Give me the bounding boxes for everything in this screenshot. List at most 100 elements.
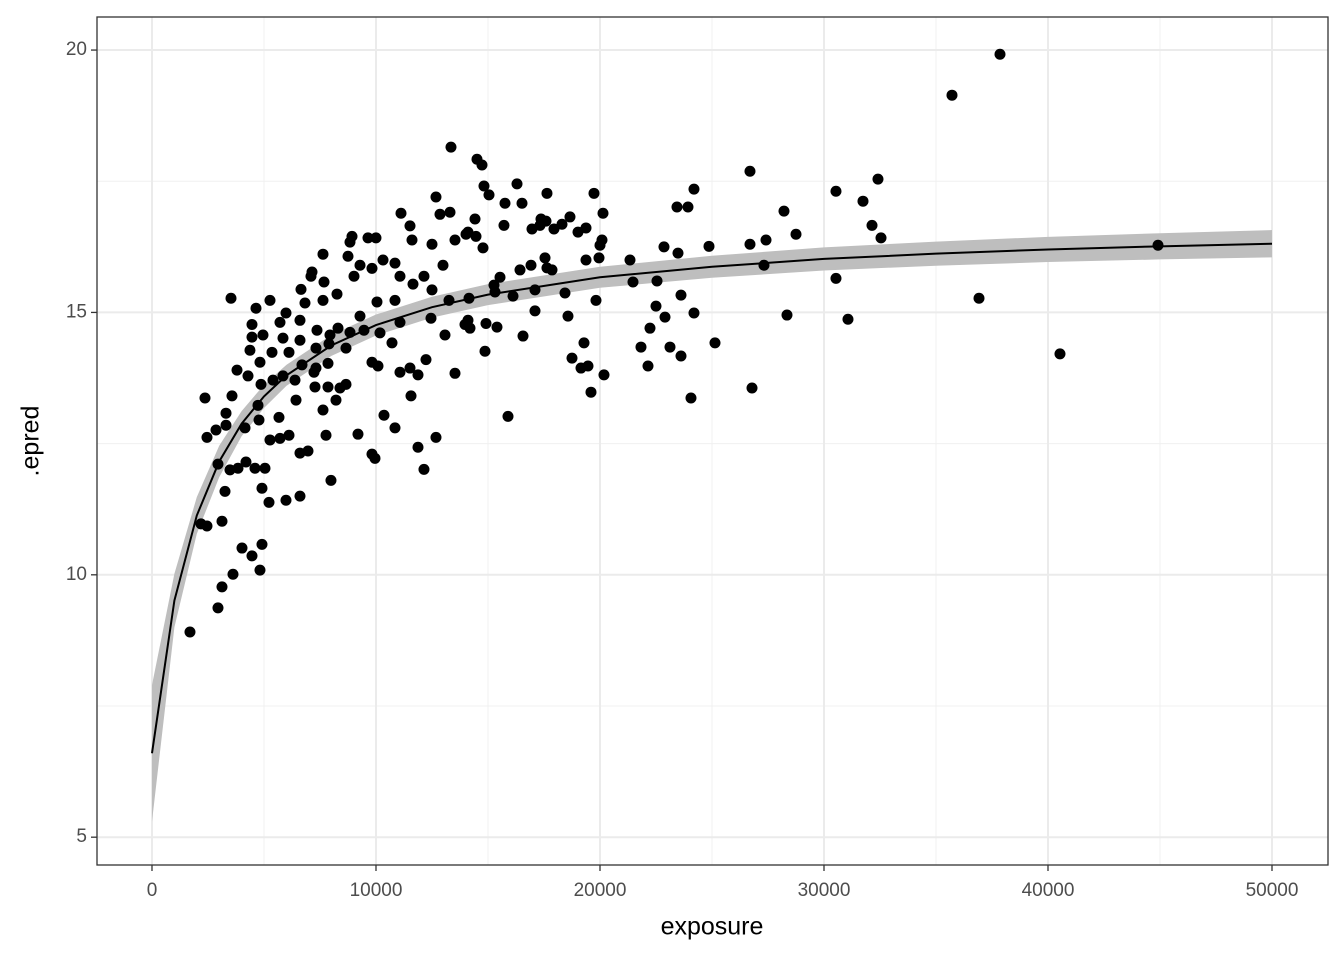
point bbox=[274, 432, 286, 444]
point bbox=[650, 300, 662, 312]
point bbox=[239, 422, 251, 434]
point bbox=[642, 360, 654, 372]
point bbox=[479, 345, 491, 357]
point bbox=[973, 292, 985, 304]
point bbox=[477, 242, 489, 254]
point bbox=[875, 232, 887, 244]
point bbox=[358, 324, 370, 336]
point bbox=[675, 289, 687, 301]
point bbox=[529, 284, 541, 296]
point bbox=[264, 434, 276, 446]
point bbox=[498, 219, 510, 231]
point bbox=[283, 346, 295, 358]
point bbox=[342, 250, 354, 262]
point bbox=[511, 178, 523, 190]
point bbox=[246, 550, 258, 562]
point bbox=[289, 374, 301, 386]
y-axis-title: .epred bbox=[17, 406, 45, 477]
x-tick-label: 50000 bbox=[1246, 880, 1299, 901]
x-tick-label: 30000 bbox=[798, 880, 851, 901]
point bbox=[664, 341, 676, 353]
point bbox=[682, 201, 694, 213]
point bbox=[564, 211, 576, 223]
point bbox=[274, 316, 286, 328]
point bbox=[566, 352, 578, 364]
point bbox=[220, 407, 232, 419]
point bbox=[255, 378, 267, 390]
point bbox=[644, 322, 656, 334]
point bbox=[394, 366, 406, 378]
point bbox=[240, 456, 252, 468]
point bbox=[377, 254, 389, 266]
point bbox=[346, 230, 358, 242]
point bbox=[212, 458, 224, 470]
point bbox=[598, 369, 610, 381]
x-tick-label: 0 bbox=[147, 880, 158, 901]
point bbox=[340, 378, 352, 390]
point bbox=[225, 292, 237, 304]
point bbox=[857, 195, 869, 207]
x-axis-title: exposure bbox=[661, 913, 764, 941]
point bbox=[277, 370, 289, 382]
point bbox=[352, 428, 364, 440]
point bbox=[366, 448, 378, 460]
point bbox=[322, 357, 334, 369]
point bbox=[790, 228, 802, 240]
point bbox=[578, 337, 590, 349]
point bbox=[331, 288, 343, 300]
point bbox=[294, 490, 306, 502]
point bbox=[425, 312, 437, 324]
point bbox=[220, 419, 232, 431]
point bbox=[541, 187, 553, 199]
point bbox=[283, 429, 295, 441]
point bbox=[280, 494, 292, 506]
panel-background bbox=[97, 17, 1328, 865]
point bbox=[420, 354, 432, 366]
point bbox=[242, 370, 254, 382]
point bbox=[703, 240, 715, 252]
point bbox=[264, 294, 276, 306]
point bbox=[372, 360, 384, 372]
point bbox=[216, 515, 228, 527]
point bbox=[760, 234, 772, 246]
point bbox=[778, 205, 790, 217]
point bbox=[585, 386, 597, 398]
point bbox=[201, 431, 213, 443]
point bbox=[781, 309, 793, 321]
point bbox=[216, 581, 228, 593]
point bbox=[529, 305, 541, 317]
point bbox=[184, 626, 196, 638]
point bbox=[199, 392, 211, 404]
point bbox=[306, 266, 318, 278]
point bbox=[635, 341, 647, 353]
point bbox=[842, 313, 854, 325]
point bbox=[236, 542, 248, 554]
point bbox=[483, 189, 495, 201]
point bbox=[470, 230, 482, 242]
point bbox=[525, 259, 537, 271]
point bbox=[672, 247, 684, 259]
point bbox=[330, 394, 342, 406]
point bbox=[407, 278, 419, 290]
point bbox=[370, 232, 382, 244]
point bbox=[219, 485, 231, 497]
point bbox=[273, 411, 285, 423]
point bbox=[259, 462, 271, 474]
point bbox=[290, 394, 302, 406]
point bbox=[404, 220, 416, 232]
point bbox=[254, 564, 266, 576]
y-tick-label: 10 bbox=[66, 564, 87, 585]
point bbox=[348, 270, 360, 282]
point bbox=[374, 327, 386, 339]
point bbox=[946, 89, 958, 101]
point bbox=[535, 213, 547, 225]
point bbox=[257, 329, 269, 341]
point bbox=[210, 424, 222, 436]
point bbox=[266, 346, 278, 358]
point bbox=[439, 329, 451, 341]
point bbox=[1152, 239, 1164, 251]
point bbox=[449, 367, 461, 379]
y-tick-label: 15 bbox=[66, 301, 87, 322]
panel-border bbox=[96, 16, 1329, 866]
point bbox=[332, 322, 344, 334]
